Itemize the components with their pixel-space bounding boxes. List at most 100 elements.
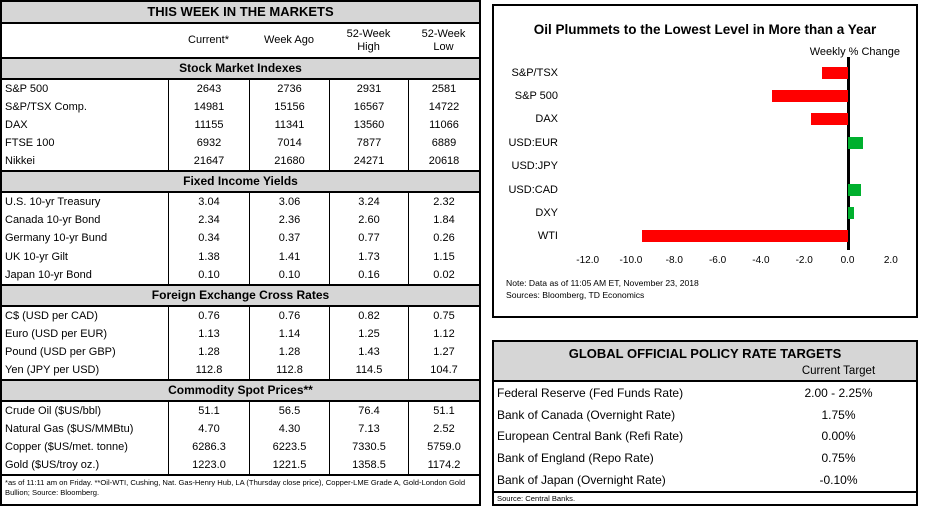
chart-notes: Note: Data as of 11:05 AM ET, November 2… bbox=[506, 277, 916, 301]
table-row: Copper ($US/met. tonne) 6286.3 6223.5 7330.… bbox=[2, 438, 479, 457]
x-tick-label: -6.0 bbox=[708, 255, 727, 267]
policy-table-row: European Central Bank (Refi Rate) 0.00% bbox=[494, 426, 916, 448]
row-value: 2581 bbox=[408, 80, 479, 99]
chart-category-label: S&P/TSX bbox=[511, 66, 558, 79]
table-row: C$ (USD per CAD) 0.76 0.76 0.82 0.75 bbox=[2, 306, 479, 325]
row-value: 14722 bbox=[408, 98, 479, 117]
row-value: 21680 bbox=[249, 152, 329, 171]
policy-rate-table-panel: GLOBAL OFFICIAL POLICY RATE TARGETS Curr… bbox=[492, 340, 918, 506]
table-row: Nikkei 21647 21680 24271 20618 bbox=[2, 152, 479, 171]
chart-bar bbox=[847, 207, 854, 220]
policy-table-row: Federal Reserve (Fed Funds Rate) 2.00 - 2… bbox=[494, 382, 916, 404]
chart-category-label: USD:EUR bbox=[508, 136, 558, 149]
policy-row-label: Bank of Japan (Overnight Rate) bbox=[497, 473, 666, 488]
row-value: 114.5 bbox=[329, 360, 408, 379]
policy-row-value: 2.00 - 2.25% bbox=[804, 385, 873, 400]
table-row: Pound (USD per GBP) 1.28 1.28 1.43 1.27 bbox=[2, 342, 479, 361]
x-tick-label: -8.0 bbox=[665, 255, 683, 267]
chart-bar bbox=[847, 136, 863, 149]
row-value: 112.8 bbox=[168, 360, 249, 379]
policy-row-value: 0.00% bbox=[821, 429, 856, 444]
policy-row-label: European Central Bank (Refi Rate) bbox=[497, 429, 684, 444]
row-value: 0.10 bbox=[249, 265, 329, 284]
table-row: UK 10-yr Gilt 1.38 1.41 1.73 1.15 bbox=[2, 247, 479, 266]
policy-table-body: Federal Reserve (Fed Funds Rate) 2.00 - 2… bbox=[494, 382, 916, 491]
chart-category-label: USD:CAD bbox=[508, 183, 558, 196]
row-label: U.S. 10-yr Treasury bbox=[5, 196, 101, 209]
row-value: 0.82 bbox=[329, 306, 408, 325]
chart-bar bbox=[771, 90, 848, 103]
markets-table-panel: THIS WEEK IN THE MARKETS Current* Week A… bbox=[0, 0, 481, 506]
section-header: Stock Market Indexes bbox=[2, 57, 479, 80]
column-header-current: Current* bbox=[188, 34, 229, 47]
row-value: 11066 bbox=[408, 116, 479, 135]
table-row: Euro (USD per EUR) 1.13 1.14 1.25 1.12 bbox=[2, 324, 479, 343]
row-label: Pound (USD per GBP) bbox=[5, 345, 116, 358]
row-value: 1.28 bbox=[249, 342, 329, 361]
column-header-52wk-high: 52-Week High bbox=[346, 27, 391, 53]
chart-bars bbox=[566, 57, 906, 251]
row-value: 2931 bbox=[329, 80, 408, 99]
row-value: 1.12 bbox=[408, 324, 479, 343]
weekly-change-chart-panel: Oil Plummets to the Lowest Level in More… bbox=[492, 4, 918, 318]
row-value: 7.13 bbox=[329, 419, 408, 438]
row-value: 3.06 bbox=[249, 193, 329, 212]
chart-bar-row bbox=[566, 61, 906, 84]
row-value: 51.1 bbox=[408, 401, 479, 420]
row-value: 2643 bbox=[168, 80, 249, 99]
row-value: 0.02 bbox=[408, 265, 479, 284]
chart-bar bbox=[641, 230, 848, 243]
table-row: Canada 10-yr Bond 2.34 2.36 2.60 1.84 bbox=[2, 211, 479, 230]
row-value: 2.60 bbox=[329, 211, 408, 230]
row-value: 1.15 bbox=[408, 247, 479, 266]
row-value: 0.26 bbox=[408, 229, 479, 248]
chart-title: Oil Plummets to the Lowest Level in More… bbox=[533, 22, 877, 37]
row-label: UK 10-yr Gilt bbox=[5, 250, 68, 263]
policy-row-value: -0.10% bbox=[819, 473, 858, 488]
x-tick-label: 0.0 bbox=[840, 255, 855, 267]
table-row: S&P/TSX Comp. 14981 15156 16567 14722 bbox=[2, 98, 479, 117]
row-value: 6286.3 bbox=[168, 438, 249, 457]
row-value: 1223.0 bbox=[168, 456, 249, 475]
row-value: 2.34 bbox=[168, 211, 249, 230]
row-value: 3.04 bbox=[168, 193, 249, 212]
row-value: 0.37 bbox=[249, 229, 329, 248]
row-label: S&P 500 bbox=[5, 83, 49, 96]
row-label: Japan 10-yr Bond bbox=[5, 268, 92, 281]
row-value: 112.8 bbox=[249, 360, 329, 379]
chart-category-label: S&P 500 bbox=[514, 90, 558, 103]
row-value: 0.34 bbox=[168, 229, 249, 248]
row-value: 16567 bbox=[329, 98, 408, 117]
section-header: Commodity Spot Prices** bbox=[2, 378, 479, 402]
row-value: 0.75 bbox=[408, 306, 479, 325]
policy-table-row: Bank of Japan (Overnight Rate) -0.10% bbox=[494, 469, 916, 491]
policy-row-value: 1.75% bbox=[821, 407, 856, 422]
row-value: 51.1 bbox=[168, 401, 249, 420]
row-label: Gold ($US/troy oz.) bbox=[5, 459, 100, 472]
row-value: 0.76 bbox=[168, 306, 249, 325]
section-header: Fixed Income Yields bbox=[2, 170, 479, 194]
row-label: S&P/TSX Comp. bbox=[5, 101, 87, 114]
policy-table-title: GLOBAL OFFICIAL POLICY RATE TARGETS bbox=[568, 346, 842, 361]
row-label: DAX bbox=[5, 119, 28, 132]
row-value: 2.36 bbox=[249, 211, 329, 230]
x-tick-label: -2.0 bbox=[795, 255, 813, 267]
policy-table-source: Source: Central Banks. bbox=[494, 491, 916, 504]
column-header-52wk-low: 52-Week Low bbox=[421, 27, 466, 53]
chart-bar bbox=[821, 66, 848, 79]
markets-table-column-headers: Current* Week Ago 52-Week High 52-Week L… bbox=[2, 24, 479, 57]
policy-table-subheader: Current Target bbox=[494, 363, 916, 380]
row-label: FTSE 100 bbox=[5, 137, 55, 150]
table-row: U.S. 10-yr Treasury 3.04 3.06 3.24 2.32 bbox=[2, 193, 479, 212]
chart-bar-row bbox=[566, 131, 906, 154]
x-tick-label: -10.0 bbox=[619, 255, 643, 267]
row-value: 56.5 bbox=[249, 401, 329, 420]
table-row: S&P 500 2643 2736 2931 2581 bbox=[2, 80, 479, 99]
chart-bar-row bbox=[566, 155, 906, 178]
row-value: 104.7 bbox=[408, 360, 479, 379]
row-value: 7330.5 bbox=[329, 438, 408, 457]
chart-x-ticks: -12.0 -10.0 -8.0 -6.0 -4.0 -2.0 0.0 2.0 bbox=[500, 252, 906, 269]
row-value: 1.73 bbox=[329, 247, 408, 266]
policy-subheader-spacer bbox=[494, 363, 761, 379]
